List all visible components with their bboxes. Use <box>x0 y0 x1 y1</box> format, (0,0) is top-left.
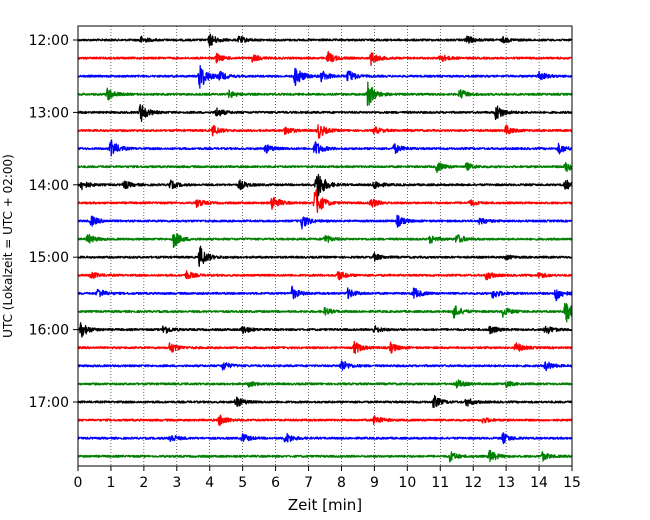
x-tick-label: 4 <box>205 475 214 491</box>
trace-1400 <box>77 173 573 202</box>
trace-1745 <box>77 449 573 463</box>
trace-1530 <box>77 285 573 302</box>
x-tick-label: 15 <box>563 475 581 491</box>
x-tick-label: 14 <box>530 475 548 491</box>
x-tick-label: 1 <box>106 475 115 491</box>
plot-frame <box>77 25 573 467</box>
x-tick-label: 6 <box>271 475 280 491</box>
x-tick-label: 8 <box>337 475 346 491</box>
seismic-traces <box>77 33 573 463</box>
trace-1330 <box>77 139 573 157</box>
trace-1415 <box>77 189 573 213</box>
trace-1730 <box>77 432 573 445</box>
trace-1500 <box>77 245 573 267</box>
x-tick-label: 7 <box>304 475 313 491</box>
x-tick-label: 9 <box>370 475 379 491</box>
x-tick-label: 3 <box>172 475 181 491</box>
y-axis-label: UTC (Lokalzeit = UTC + 02:00) <box>1 154 15 338</box>
x-tick-label: 2 <box>139 475 148 491</box>
y-tick-label: 15:00 <box>29 250 69 266</box>
x-gridlines <box>110 26 540 466</box>
trace-1715 <box>77 414 573 427</box>
trace-1345 <box>77 161 573 174</box>
trace-1245 <box>77 81 573 107</box>
y-tick-label: 14:00 <box>29 178 69 194</box>
x-tick-label: 12 <box>464 475 482 491</box>
trace-1430 <box>77 214 573 230</box>
trace-1600 <box>77 322 573 338</box>
trace-1700 <box>77 395 573 409</box>
x-tick-label: 13 <box>497 475 515 491</box>
y-tick-label: 17:00 <box>29 395 69 411</box>
y-tick-label: 12:00 <box>29 33 69 49</box>
y-tick-label: 13:00 <box>29 105 69 121</box>
y-tick-label: 16:00 <box>29 323 69 339</box>
trace-1315 <box>77 124 573 139</box>
x-axis-ticks: 0 1 2 3 4 5 6 7 8 9 10 11 12 13 14 15 <box>74 466 581 491</box>
x-tick-label: 10 <box>398 475 416 491</box>
trace-1545 <box>77 302 573 323</box>
y-axis-ticks: 12:00 13:00 14:00 15:00 16:00 17:00 <box>29 33 78 411</box>
trace-1200 <box>77 33 573 47</box>
x-axis-label: Zeit [min] <box>288 496 362 514</box>
trace-1300 <box>77 104 573 123</box>
trace-1230 <box>77 65 573 89</box>
x-tick-label: 5 <box>238 475 247 491</box>
trace-1630 <box>77 360 573 372</box>
x-tick-label: 11 <box>431 475 449 491</box>
trace-1515 <box>77 270 573 281</box>
trace-1615 <box>77 340 573 355</box>
trace-1445 <box>77 233 573 248</box>
trace-1645 <box>77 379 573 389</box>
trace-1215 <box>77 51 573 66</box>
x-tick-label: 0 <box>74 475 83 491</box>
